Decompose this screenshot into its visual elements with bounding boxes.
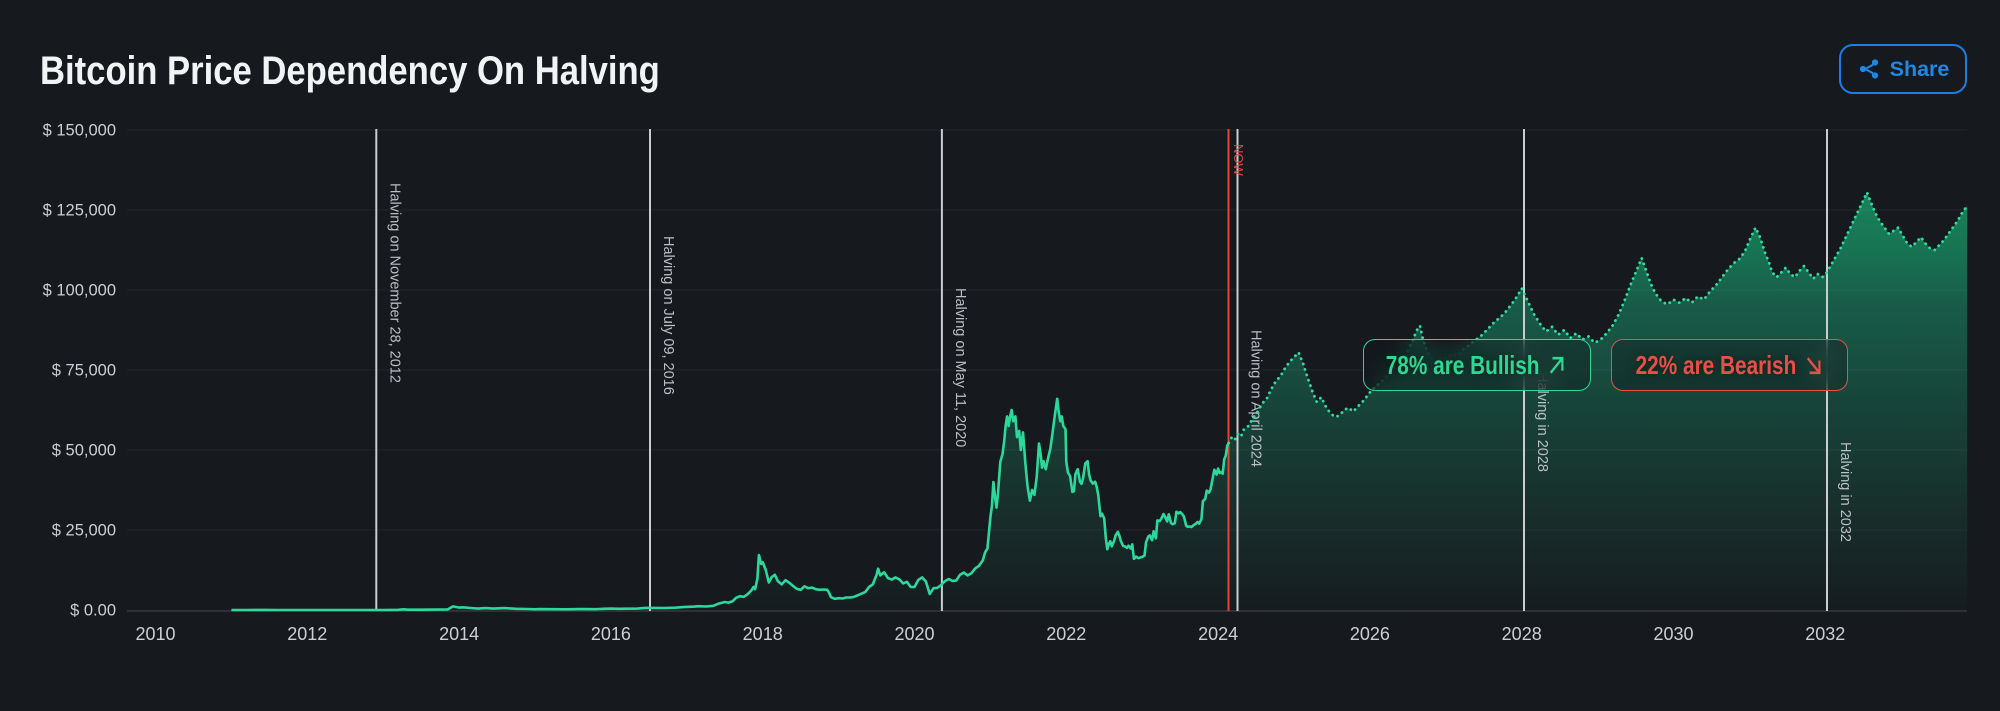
- svg-text:$ 125,000: $ 125,000: [43, 202, 116, 220]
- svg-text:Halving on July 09, 2016: Halving on July 09, 2016: [660, 236, 676, 395]
- svg-text:NOW: NOW: [1231, 144, 1246, 177]
- svg-text:2014: 2014: [439, 624, 479, 644]
- svg-text:2026: 2026: [1350, 624, 1390, 644]
- svg-text:$ 25,000: $ 25,000: [52, 522, 116, 540]
- svg-text:$ 50,000: $ 50,000: [52, 442, 116, 460]
- svg-text:Halving on April 2024: Halving on April 2024: [1248, 330, 1264, 467]
- svg-text:2032: 2032: [1805, 624, 1845, 644]
- svg-text:$ 100,000: $ 100,000: [43, 282, 116, 300]
- svg-text:$ 0.00: $ 0.00: [70, 602, 116, 620]
- svg-text:2010: 2010: [135, 624, 175, 644]
- svg-text:2022: 2022: [1046, 624, 1086, 644]
- svg-text:$ 150,000: $ 150,000: [43, 122, 116, 140]
- svg-text:2030: 2030: [1653, 624, 1693, 644]
- svg-text:Halving in 2032: Halving in 2032: [1837, 442, 1853, 542]
- svg-text:2012: 2012: [287, 624, 327, 644]
- svg-text:Halving in 2028: Halving in 2028: [1534, 372, 1550, 472]
- svg-text:2018: 2018: [743, 624, 783, 644]
- svg-text:$ 75,000: $ 75,000: [52, 362, 116, 380]
- svg-text:Halving on November 28, 2012: Halving on November 28, 2012: [386, 183, 402, 383]
- svg-text:2020: 2020: [894, 624, 934, 644]
- svg-text:Halving on May 11, 2020: Halving on May 11, 2020: [952, 288, 968, 447]
- svg-text:2024: 2024: [1198, 624, 1238, 644]
- svg-text:2016: 2016: [591, 624, 631, 644]
- svg-text:2028: 2028: [1502, 624, 1542, 644]
